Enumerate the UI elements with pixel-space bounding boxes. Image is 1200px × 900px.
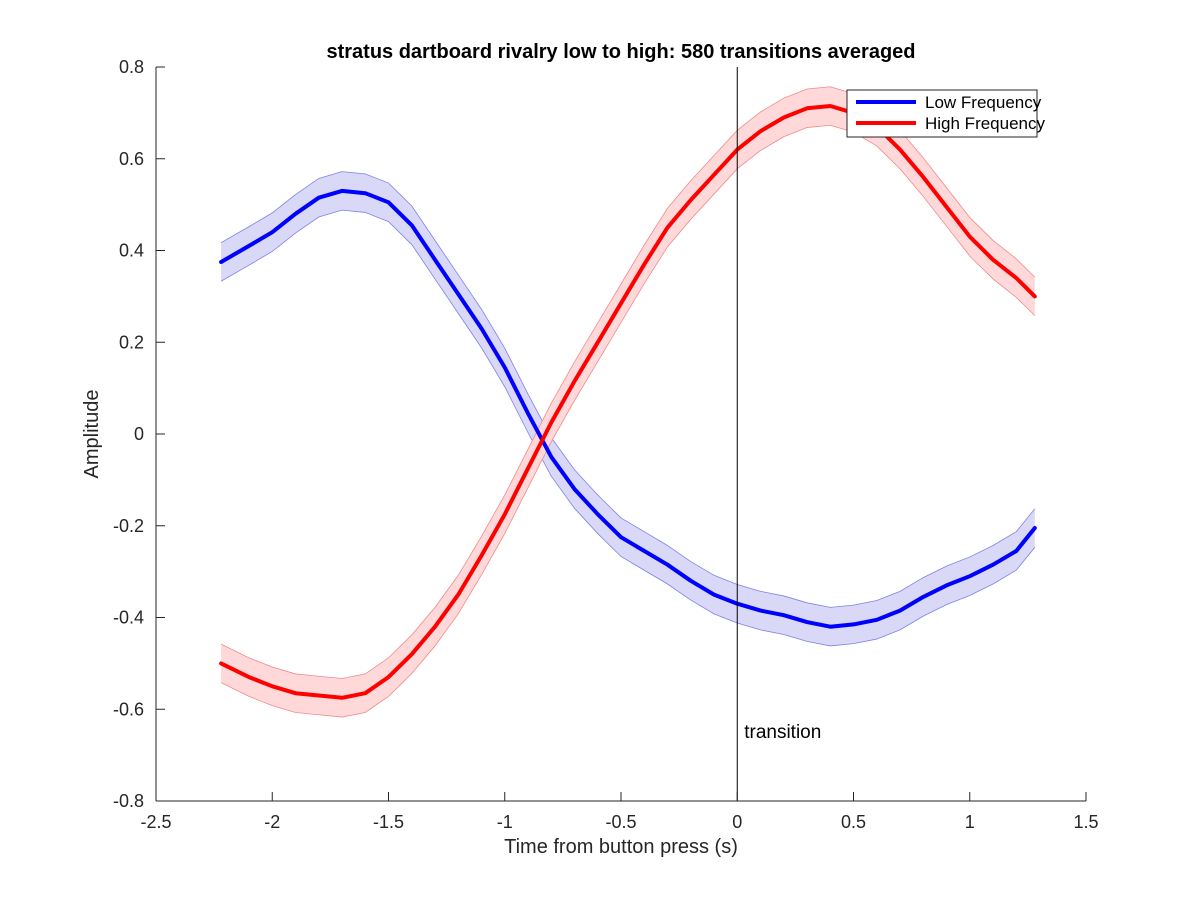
x-axis-label: Time from button press (s) xyxy=(504,836,738,858)
x-tick-label: 1 xyxy=(965,812,975,832)
x-tick-label: -2.5 xyxy=(140,812,171,832)
transition-annotation: transition xyxy=(744,722,821,743)
y-tick-label: 0 xyxy=(134,424,144,444)
confidence-bands xyxy=(220,86,1036,718)
y-axis-label: Amplitude xyxy=(81,390,103,479)
band-lower-edge-low-frequency xyxy=(220,209,1036,647)
y-tick-label: -0.2 xyxy=(113,516,144,536)
x-tick-label: 0 xyxy=(732,812,742,832)
band-low-frequency xyxy=(221,171,1035,646)
band-upper-edge-low-frequency xyxy=(220,171,1036,608)
x-tick-label: -1 xyxy=(497,812,513,832)
x-tick-label: -0.5 xyxy=(605,812,636,832)
x-tick-label: 1.5 xyxy=(1073,812,1098,832)
y-ticks: -0.8 -0.6 -0.4 -0.2 0 0.2 0.4 0.6 0.8 xyxy=(113,57,165,811)
y-tick-label: 0.8 xyxy=(119,57,144,77)
series-line-high-frequency xyxy=(219,104,1037,700)
y-tick-label: -0.6 xyxy=(113,699,144,719)
y-tick-label: -0.8 xyxy=(113,791,144,811)
legend-entry-high-frequency: High Frequency xyxy=(925,114,1046,133)
series-lines xyxy=(219,104,1037,700)
legend-entry-low-frequency: Low Frequency xyxy=(925,93,1042,112)
x-tick-label: 0.5 xyxy=(841,812,866,832)
x-tick-label: -1.5 xyxy=(373,812,404,832)
y-tick-label: 0.2 xyxy=(119,332,144,352)
y-tick-label: -0.4 xyxy=(113,608,144,628)
series-line-low-frequency xyxy=(219,188,1037,629)
y-tick-label: 0.4 xyxy=(119,241,144,261)
x-ticks: -2.5 -2 -1.5 -1 -0.5 0 0.5 1 1.5 xyxy=(140,792,1099,832)
band-lower-edge-high-frequency xyxy=(220,124,1036,718)
chart-title: stratus dartboard rivalry low to high: 5… xyxy=(326,41,915,63)
legend-box xyxy=(846,89,1038,138)
y-tick-label: 0.6 xyxy=(119,149,144,169)
legend: Low Frequency High Frequency xyxy=(846,89,1046,138)
x-tick-label: -2 xyxy=(264,812,280,832)
